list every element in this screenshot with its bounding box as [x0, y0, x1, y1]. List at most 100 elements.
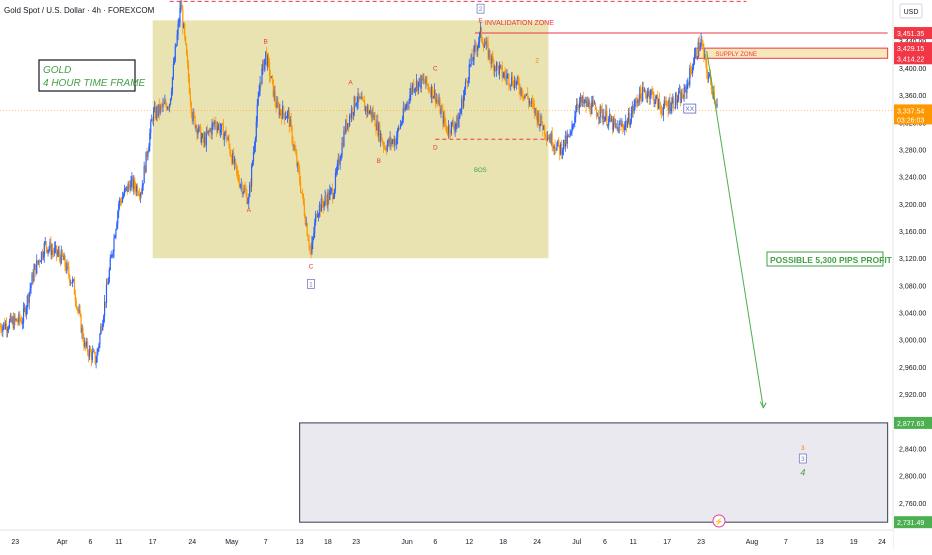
candle-body[interactable]	[571, 125, 573, 133]
candle-body[interactable]	[227, 138, 229, 140]
candle-body[interactable]	[71, 282, 73, 284]
candle-body[interactable]	[132, 177, 134, 190]
candle-body[interactable]	[624, 124, 626, 130]
candle-body[interactable]	[577, 103, 579, 107]
candle-body[interactable]	[540, 115, 542, 125]
candle-body[interactable]	[413, 83, 415, 91]
candle-body[interactable]	[141, 185, 143, 195]
candle-body[interactable]	[385, 149, 387, 151]
candle-body[interactable]	[1, 329, 3, 332]
candle-body[interactable]	[113, 237, 115, 252]
candle-body[interactable]	[684, 87, 686, 89]
candle-body[interactable]	[537, 113, 539, 123]
candle-body[interactable]	[150, 121, 152, 134]
candle-body[interactable]	[410, 88, 412, 95]
candle-body[interactable]	[340, 155, 342, 161]
candle-body[interactable]	[206, 131, 208, 134]
candle-body[interactable]	[61, 250, 63, 256]
candle-body[interactable]	[156, 108, 158, 116]
candle-body[interactable]	[504, 73, 506, 76]
candle-body[interactable]	[653, 93, 655, 104]
candle-body[interactable]	[522, 96, 524, 97]
candle-body[interactable]	[651, 90, 653, 92]
candle-body[interactable]	[695, 49, 697, 58]
candle-body[interactable]	[617, 126, 619, 133]
candle-body[interactable]	[649, 94, 651, 99]
candle-body[interactable]	[564, 135, 566, 147]
candle-body[interactable]	[193, 111, 195, 117]
candle-body[interactable]	[201, 136, 203, 143]
candle-body[interactable]	[519, 90, 521, 95]
candle-body[interactable]	[672, 98, 674, 102]
candle-body[interactable]	[174, 46, 176, 61]
candle-body[interactable]	[235, 163, 238, 171]
candle-body[interactable]	[469, 64, 471, 65]
candle-body[interactable]	[282, 106, 284, 119]
candle-body[interactable]	[422, 78, 424, 80]
candle-body[interactable]	[202, 134, 205, 143]
candle-body[interactable]	[416, 80, 419, 91]
candle-body[interactable]	[658, 99, 660, 109]
candle-body[interactable]	[544, 125, 546, 135]
candle-body[interactable]	[67, 263, 69, 267]
candle-body[interactable]	[260, 82, 262, 84]
candle-body[interactable]	[582, 96, 584, 104]
candle-body[interactable]	[152, 110, 155, 122]
candle-body[interactable]	[120, 200, 123, 203]
candle-body[interactable]	[710, 80, 713, 90]
candle-body[interactable]	[515, 81, 517, 85]
candle-body[interactable]	[602, 115, 604, 119]
candle-body[interactable]	[393, 139, 395, 146]
candle-body[interactable]	[489, 50, 491, 60]
candle-body[interactable]	[316, 214, 318, 217]
candle-body[interactable]	[230, 153, 232, 157]
candle-body[interactable]	[208, 130, 210, 132]
candle-body[interactable]	[529, 101, 532, 104]
candle-body[interactable]	[693, 54, 696, 64]
candle-body[interactable]	[512, 76, 514, 85]
candle-body[interactable]	[510, 84, 512, 86]
candle-body[interactable]	[291, 126, 293, 143]
candle-body[interactable]	[399, 123, 402, 129]
candle-body[interactable]	[512, 84, 515, 88]
candle-body[interactable]	[368, 111, 370, 114]
candle-body[interactable]	[357, 93, 359, 103]
candle-body[interactable]	[677, 92, 680, 100]
candle-body[interactable]	[445, 122, 447, 126]
candle-body[interactable]	[181, 4, 183, 10]
candle-body[interactable]	[237, 173, 240, 181]
candle-body[interactable]	[108, 269, 110, 282]
candle-body[interactable]	[189, 93, 191, 103]
candle-body[interactable]	[137, 194, 140, 195]
candle-body[interactable]	[277, 102, 279, 106]
candle-body[interactable]	[561, 150, 564, 155]
candle-body[interactable]	[120, 199, 122, 201]
candle-body[interactable]	[382, 142, 385, 147]
candle-body[interactable]	[118, 204, 120, 212]
candle-body[interactable]	[494, 66, 496, 71]
candle-body[interactable]	[567, 135, 569, 137]
candle-body[interactable]	[503, 73, 505, 77]
candle-body[interactable]	[261, 68, 263, 84]
candle-body[interactable]	[168, 107, 170, 109]
candle-body[interactable]	[124, 188, 126, 190]
candle-body[interactable]	[563, 139, 566, 147]
candle-body[interactable]	[479, 32, 481, 42]
candle-body[interactable]	[323, 201, 325, 208]
candle-body[interactable]	[309, 247, 311, 249]
candle-body[interactable]	[112, 251, 114, 256]
candle-body[interactable]	[705, 54, 707, 62]
candle-body[interactable]	[354, 96, 356, 106]
candle-body[interactable]	[97, 348, 99, 353]
candle-body[interactable]	[604, 117, 606, 122]
candle-body[interactable]	[669, 99, 671, 112]
candle-body[interactable]	[647, 91, 649, 95]
candle-body[interactable]	[690, 68, 692, 72]
candle-body[interactable]	[295, 150, 297, 155]
candle-body[interactable]	[589, 102, 591, 112]
candle-body[interactable]	[297, 163, 299, 166]
candle-body[interactable]	[379, 124, 381, 141]
candle-body[interactable]	[85, 342, 87, 347]
candle-body[interactable]	[405, 106, 407, 108]
candle-body[interactable]	[29, 288, 31, 293]
